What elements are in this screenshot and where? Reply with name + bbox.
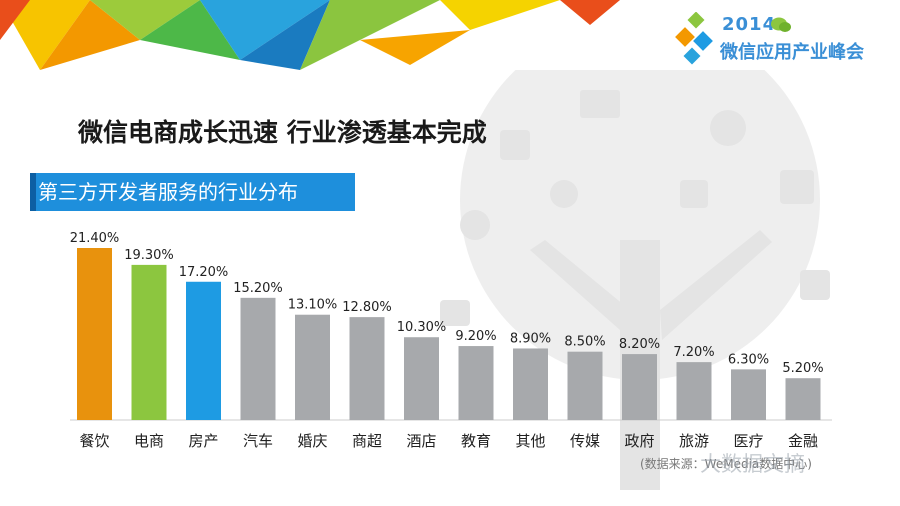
category-label-9: 传媒 <box>570 432 600 450</box>
bar-4 <box>295 314 330 420</box>
category-label-6: 酒店 <box>406 432 436 450</box>
category-label-10: 政府 <box>624 432 654 450</box>
value-label-7: 9.20% <box>455 329 496 344</box>
value-label-13: 5.20% <box>782 361 823 376</box>
bar-6 <box>404 337 439 420</box>
source-note: (数据来源：WeMedia数据中心) <box>640 457 812 471</box>
category-label-13: 金融 <box>788 432 818 450</box>
page-title: 微信电商成长迅速 行业渗透基本完成 <box>78 118 487 147</box>
subtitle-bar <box>30 173 355 211</box>
category-label-12: 医疗 <box>733 432 763 450</box>
bar-2 <box>186 281 221 420</box>
subtitle-accent <box>30 173 36 211</box>
bar-9 <box>567 351 603 420</box>
value-label-4: 13.10% <box>288 298 338 313</box>
value-label-1: 19.30% <box>124 248 174 263</box>
bar-13 <box>785 378 821 420</box>
value-label-9: 8.50% <box>564 335 605 350</box>
chart-subtitle: 第三方开发者服务的行业分布 <box>38 180 298 204</box>
value-label-0: 21.40% <box>70 231 120 246</box>
category-label-0: 餐饮 <box>79 432 109 450</box>
bar-0 <box>77 248 112 420</box>
logo-name: 微信应用产业峰会 <box>720 42 864 63</box>
value-label-12: 6.30% <box>728 352 769 367</box>
logo-cubes-icon <box>675 12 713 65</box>
bar-10 <box>622 354 657 420</box>
category-label-7: 教育 <box>461 432 491 450</box>
category-label-2: 房产 <box>188 432 218 450</box>
value-label-11: 7.20% <box>673 345 714 360</box>
value-label-5: 12.80% <box>342 300 392 315</box>
category-label-4: 婚庆 <box>297 432 327 450</box>
category-label-8: 其他 <box>515 432 545 450</box>
decorative-triangles <box>0 0 620 70</box>
value-label-3: 15.20% <box>233 281 283 296</box>
value-label-10: 8.20% <box>619 337 660 352</box>
logo-year: 2014 <box>722 14 777 35</box>
conference-logo: 2014 微信应用产业峰会 <box>674 10 864 70</box>
wechat-icon <box>771 17 791 32</box>
category-label-11: 旅游 <box>679 432 709 450</box>
watermark: 大数据文摘 <box>700 452 805 476</box>
bar-5 <box>349 317 385 420</box>
value-label-6: 10.30% <box>397 320 447 335</box>
category-label-1: 电商 <box>134 432 164 450</box>
bar-12 <box>731 369 766 420</box>
bar-7 <box>458 346 494 420</box>
category-label-5: 商超 <box>352 432 382 450</box>
category-label-3: 汽车 <box>243 432 273 450</box>
bar-3 <box>240 297 276 420</box>
value-label-2: 17.20% <box>179 265 229 280</box>
bar-8 <box>513 348 548 420</box>
bar-11 <box>676 362 712 420</box>
bar-1 <box>131 264 167 420</box>
value-label-8: 8.90% <box>510 331 551 346</box>
